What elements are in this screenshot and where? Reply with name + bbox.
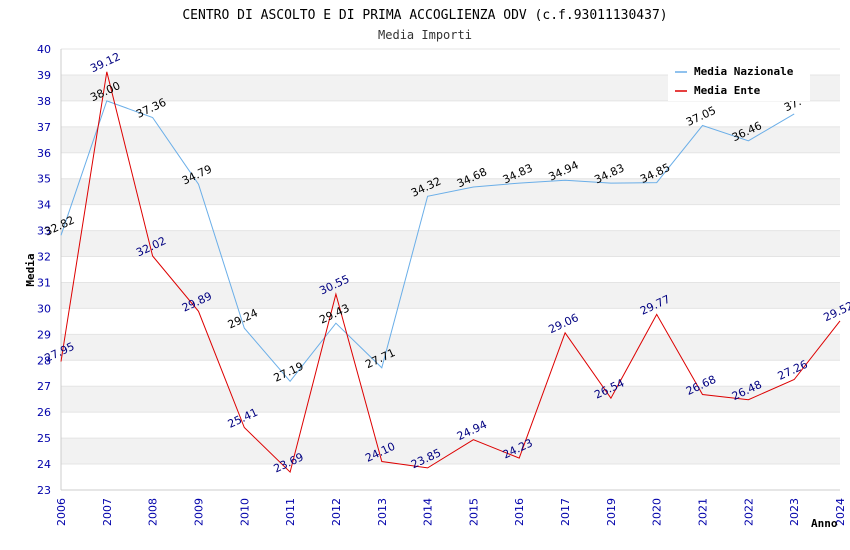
- x-tick-label: 2016: [513, 498, 526, 526]
- legend-box: [668, 59, 810, 101]
- data-label-ente: 29.06: [547, 311, 581, 336]
- x-axis-label: Anno: [811, 517, 838, 530]
- y-tick-label: 35: [37, 173, 51, 186]
- y-axis-label: Media: [24, 253, 37, 286]
- y-tick-label: 32: [37, 251, 51, 264]
- data-label-nazionale: 37.05: [684, 104, 718, 129]
- x-tick-label: 2019: [605, 498, 618, 526]
- legend-entry: Media Ente: [694, 84, 761, 97]
- data-label-ente: 27.26: [776, 358, 810, 383]
- data-label-nazionale: 27.19: [272, 360, 306, 385]
- x-tick-label: 2022: [742, 498, 755, 526]
- series-line-media-ente: [60, 71, 841, 474]
- x-tick-label: 2024: [834, 498, 847, 526]
- x-tick-label: 2010: [238, 498, 251, 526]
- y-tick-label: 25: [37, 432, 51, 445]
- x-tick-label: 2020: [651, 498, 664, 526]
- y-tick-label: 31: [37, 276, 51, 289]
- chart-title: CENTRO DI ASCOLTO E DI PRIMA ACCOGLIENZA…: [182, 8, 667, 23]
- data-label-nazionale: 29.24: [226, 306, 260, 331]
- data-label-ente: 39.12: [88, 50, 122, 75]
- grid-band: [61, 386, 840, 413]
- chart-subtitle: Media Importi: [378, 28, 472, 42]
- x-tick-label: 2012: [330, 498, 343, 526]
- y-tick-label: 30: [37, 302, 51, 315]
- legend: Media Nazionale Media Ente: [668, 59, 810, 101]
- y-tick-label: 26: [37, 406, 51, 419]
- grid-band: [61, 230, 840, 257]
- background-bands: [61, 74, 840, 465]
- y-tick-labels: 23 24 25 26 27 28 29 30 31 32 33 34 35 36 37 38 39 40: [37, 43, 51, 497]
- legend-entry: Media Nazionale: [694, 65, 794, 78]
- y-tick-label: 33: [37, 225, 51, 238]
- axes: [60, 48, 840, 491]
- y-tick-label: 38: [37, 95, 51, 108]
- y-tick-label: 39: [37, 69, 51, 82]
- y-tick-label: 23: [37, 484, 51, 497]
- x-tick-label: 2021: [697, 498, 710, 526]
- y-tick-label: 37: [37, 121, 51, 134]
- grid-band: [61, 126, 840, 153]
- grid-band: [61, 438, 840, 465]
- x-tick-label: 2013: [376, 498, 389, 526]
- grid-band: [61, 334, 840, 361]
- x-tick-label: 2006: [55, 498, 68, 526]
- x-tick-label: 2008: [147, 498, 160, 526]
- grid-band: [61, 282, 840, 309]
- x-tick-label: 2011: [284, 498, 297, 526]
- y-tick-label: 29: [37, 328, 51, 341]
- y-tick-label: 36: [37, 147, 51, 160]
- series-line-media-nazionale: [60, 100, 795, 383]
- y-tick-label: 28: [37, 354, 51, 367]
- x-tick-label: 2009: [192, 498, 205, 526]
- y-tick-label: 34: [37, 199, 51, 212]
- x-tick-label: 2017: [559, 498, 572, 526]
- y-tick-label: 24: [37, 458, 51, 471]
- y-tick-label: 27: [37, 380, 51, 393]
- series-lines: [60, 71, 841, 474]
- x-tick-label: 2007: [101, 498, 114, 526]
- y-tick-label: 40: [37, 43, 51, 56]
- data-label-ente: 27.95: [42, 340, 76, 365]
- x-tick-labels: 2006 2007 2008 2009 2010 2011 2012 2013 2014 2015…: [55, 498, 847, 526]
- x-tick-label: 2015: [467, 498, 480, 526]
- x-tick-label: 2023: [788, 498, 801, 526]
- x-tick-label: 2014: [422, 498, 435, 526]
